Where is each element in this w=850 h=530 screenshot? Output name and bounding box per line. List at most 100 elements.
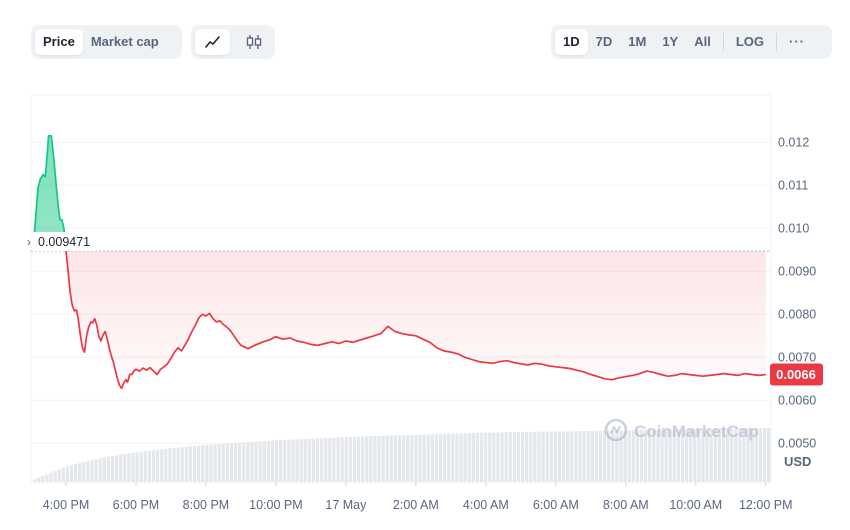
volume-bar xyxy=(754,428,758,482)
volume-bar xyxy=(496,432,500,482)
volume-bar xyxy=(648,429,652,482)
volume-bar xyxy=(209,444,213,482)
volume-bar xyxy=(639,430,644,482)
volume-bar xyxy=(463,433,467,482)
volume-bar xyxy=(430,434,434,482)
volume-bar xyxy=(143,451,147,482)
volume-bar xyxy=(520,431,525,482)
volume-bar xyxy=(762,428,767,482)
volume-bar xyxy=(713,428,717,482)
volume-bar xyxy=(414,434,418,482)
volume-bar xyxy=(602,430,607,482)
line-chart-icon xyxy=(204,36,220,48)
volume-bar xyxy=(557,431,562,482)
volume-bar xyxy=(701,429,705,482)
volume-bar xyxy=(328,437,332,482)
range-7d-tab[interactable]: 7D xyxy=(595,34,613,49)
volume-bar xyxy=(631,430,635,482)
volume-bar xyxy=(205,444,209,482)
volume-bar xyxy=(197,445,201,482)
volume-bar xyxy=(324,438,328,482)
volume-bar xyxy=(574,431,578,482)
volume-bar xyxy=(397,435,402,482)
volume-bar xyxy=(541,431,545,482)
y-tick-label: 0.012 xyxy=(778,135,809,149)
volume-bar xyxy=(131,452,135,482)
x-tick-label: 2:00 AM xyxy=(393,498,439,512)
volume-bar xyxy=(229,443,234,482)
volume-bar xyxy=(705,429,709,482)
volume-bar xyxy=(578,431,582,482)
volume-bar xyxy=(33,479,37,482)
range-1m-tab[interactable]: 1M xyxy=(628,34,647,49)
x-tick-label: 10:00 AM xyxy=(669,498,722,512)
volume-bar xyxy=(512,432,516,482)
volume-bar xyxy=(447,433,451,482)
y-tick-label: 0.0080 xyxy=(778,307,816,321)
currency-label: USD xyxy=(784,454,811,469)
volume-bar xyxy=(402,435,406,482)
volume-bar xyxy=(529,431,533,482)
candlestick-icon xyxy=(246,35,261,49)
x-tick-label: 4:00 PM xyxy=(43,498,90,512)
volume-bar xyxy=(381,435,385,482)
volume-bar xyxy=(254,441,258,482)
current-price-value: 0.0066 xyxy=(776,367,816,382)
volume-bar xyxy=(570,431,574,482)
toolbar-divider xyxy=(776,33,778,51)
log-scale-toggle[interactable]: LOG xyxy=(735,34,765,49)
line-chart-button[interactable] xyxy=(195,29,230,55)
price-area-below-reference xyxy=(66,251,766,389)
volume-bar xyxy=(270,440,275,482)
volume-bar xyxy=(102,457,106,482)
volume-bar xyxy=(127,453,131,482)
volume-bar xyxy=(566,431,570,482)
volume-bar xyxy=(303,438,307,482)
volume-bar xyxy=(684,429,689,482)
volume-bar xyxy=(533,431,537,482)
volume-bar xyxy=(664,429,668,482)
more-options-button[interactable]: ··· xyxy=(789,34,806,49)
range-1d-tab[interactable]: 1D xyxy=(555,29,588,55)
coinmarketcap-logo-icon xyxy=(604,418,628,442)
volume-bar xyxy=(233,442,238,482)
volume-bar xyxy=(168,448,172,482)
volume-bar xyxy=(471,432,475,482)
volume-bar xyxy=(594,430,598,482)
volume-bar xyxy=(172,447,176,482)
volume-bar xyxy=(500,432,504,482)
volume-bar xyxy=(352,436,357,482)
candlestick-chart-button[interactable] xyxy=(236,29,271,55)
x-tick-label: 6:00 PM xyxy=(113,498,160,512)
volume-bar xyxy=(98,458,102,482)
x-tick-label: 4:00 AM xyxy=(463,498,509,512)
range-1y-tab[interactable]: 1Y xyxy=(662,34,679,49)
volume-bar xyxy=(279,440,283,482)
volume-bar xyxy=(94,459,98,482)
y-tick-label: 0.0070 xyxy=(778,350,816,364)
volume-bar xyxy=(668,429,672,482)
reference-price-label: › 0.009471 xyxy=(27,232,99,251)
toolbar-divider xyxy=(722,33,724,51)
time-range-toggle: 1D 7D 1M 1Y All LOG ··· xyxy=(551,25,832,59)
volume-bar xyxy=(504,432,508,482)
volume-bar xyxy=(492,432,496,482)
x-axis: 4:00 PM 6:00 PM 8:00 PM 10:00 PM 17 May 2:00 … xyxy=(43,482,793,512)
volume-bar xyxy=(451,433,455,482)
volume-bar xyxy=(340,437,344,482)
volume-bar xyxy=(607,430,611,482)
volume-bar xyxy=(680,429,685,482)
volume-bar xyxy=(459,433,463,482)
volume-bar xyxy=(586,430,590,482)
market-cap-tab[interactable]: Market cap xyxy=(90,34,159,49)
volume-bar xyxy=(361,436,365,482)
volume-bar xyxy=(69,465,74,482)
range-all-tab[interactable]: All xyxy=(694,34,711,49)
y-tick-label: 0.0060 xyxy=(778,393,816,407)
x-tick-label: 17 May xyxy=(325,498,367,512)
x-tick-label: 10:00 PM xyxy=(249,498,303,512)
volume-bar xyxy=(41,476,45,482)
reference-label-bg xyxy=(31,232,99,251)
price-tab[interactable]: Price xyxy=(35,29,83,55)
